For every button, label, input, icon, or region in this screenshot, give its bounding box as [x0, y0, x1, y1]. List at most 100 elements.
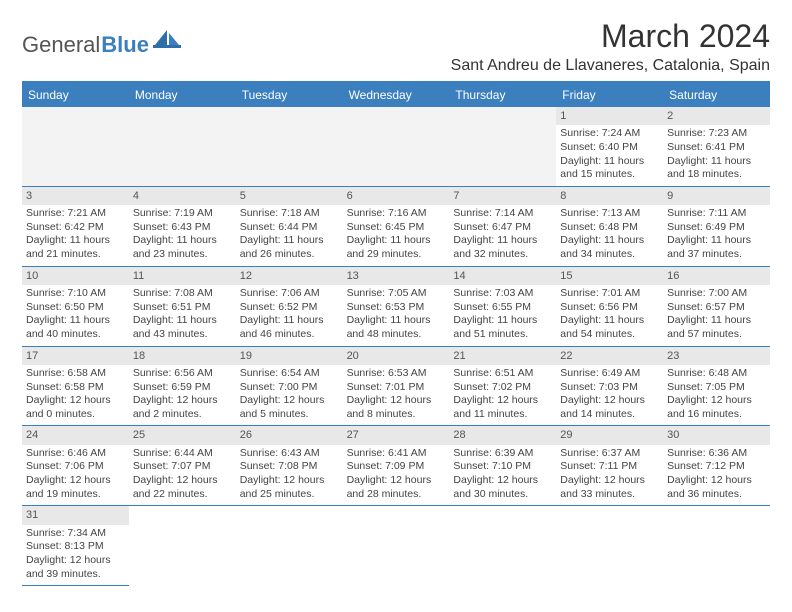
calendar-cell: 13Sunrise: 7:05 AMSunset: 6:53 PMDayligh… — [343, 267, 450, 347]
sunset-text: Sunset: 6:55 PM — [453, 301, 552, 315]
sunrise-text: Sunrise: 6:53 AM — [347, 367, 446, 381]
calendar-cell: 26Sunrise: 6:43 AMSunset: 7:08 PMDayligh… — [236, 426, 343, 506]
day-number: 29 — [556, 426, 663, 444]
sunset-text: Sunset: 6:50 PM — [26, 301, 125, 315]
daylight-text: Daylight: 12 hours and 39 minutes. — [26, 554, 125, 581]
sunset-text: Sunset: 7:06 PM — [26, 460, 125, 474]
sunrise-text: Sunrise: 6:36 AM — [667, 447, 766, 461]
sunrise-text: Sunrise: 6:58 AM — [26, 367, 125, 381]
day-number: 12 — [236, 267, 343, 285]
calendar-cell: 11Sunrise: 7:08 AMSunset: 6:51 PMDayligh… — [129, 267, 236, 347]
day-header: Sunday — [22, 83, 129, 107]
day-header: Friday — [556, 83, 663, 107]
sunrise-text: Sunrise: 6:44 AM — [133, 447, 232, 461]
sunset-text: Sunset: 8:13 PM — [26, 540, 125, 554]
daylight-text: Daylight: 11 hours and 43 minutes. — [133, 314, 232, 341]
day-number: 19 — [236, 347, 343, 365]
sunset-text: Sunset: 6:51 PM — [133, 301, 232, 315]
sunrise-text: Sunrise: 6:48 AM — [667, 367, 766, 381]
sunset-text: Sunset: 6:47 PM — [453, 221, 552, 235]
sail-icon — [153, 28, 181, 53]
calendar-cell: 21 Sunrise: 6:51 AMSunset: 7:02 PMDayligh… — [449, 347, 556, 427]
sunset-text: Sunset: 6:57 PM — [667, 301, 766, 315]
sunrise-text: Sunrise: 6:49 AM — [560, 367, 659, 381]
sunset-text: Sunset: 6:53 PM — [347, 301, 446, 315]
calendar-cell: 29Sunrise: 6:37 AMSunset: 7:11 PMDayligh… — [556, 426, 663, 506]
daylight-text: Daylight: 12 hours and 36 minutes. — [667, 474, 766, 501]
daylight-text: Daylight: 11 hours and 26 minutes. — [240, 234, 339, 261]
sunrise-text: Sunrise: 7:05 AM — [347, 287, 446, 301]
sunset-text: Sunset: 6:59 PM — [133, 381, 232, 395]
sunrise-text: Sunrise: 7:19 AM — [133, 207, 232, 221]
sunset-text: Sunset: 6:44 PM — [240, 221, 339, 235]
sunrise-text: Sunrise: 7:23 AM — [667, 127, 766, 141]
daylight-text: Daylight: 11 hours and 21 minutes. — [26, 234, 125, 261]
sunrise-text: Sunrise: 6:37 AM — [560, 447, 659, 461]
calendar-cell: 10Sunrise: 7:10 AMSunset: 6:50 PMDayligh… — [22, 267, 129, 347]
sunset-text: Sunset: 7:09 PM — [347, 460, 446, 474]
sunset-text: Sunset: 7:07 PM — [133, 460, 232, 474]
daylight-text: Daylight: 12 hours and 16 minutes. — [667, 394, 766, 421]
header: General Blue March 2024 Sant Andreu de L… — [22, 18, 770, 75]
sunrise-text: Sunrise: 7:03 AM — [453, 287, 552, 301]
day-number: 31 — [22, 506, 129, 524]
day-number: 17 — [22, 347, 129, 365]
daylight-text: Daylight: 12 hours and 28 minutes. — [347, 474, 446, 501]
calendar-cell: 19 Sunrise: 6:54 AMSunset: 7:00 PMDayligh… — [236, 347, 343, 427]
sunrise-text: Sunrise: 7:00 AM — [667, 287, 766, 301]
sunrise-text: Sunrise: 6:46 AM — [26, 447, 125, 461]
calendar-cell-empty — [22, 107, 129, 187]
calendar-cell: 12Sunrise: 7:06 AMSunset: 6:52 PMDayligh… — [236, 267, 343, 347]
daylight-text: Daylight: 12 hours and 14 minutes. — [560, 394, 659, 421]
sunset-text: Sunset: 7:02 PM — [453, 381, 552, 395]
daylight-text: Daylight: 12 hours and 5 minutes. — [240, 394, 339, 421]
daylight-text: Daylight: 11 hours and 57 minutes. — [667, 314, 766, 341]
day-number: 24 — [22, 426, 129, 444]
day-number: 16 — [663, 267, 770, 285]
sunrise-text: Sunrise: 6:39 AM — [453, 447, 552, 461]
day-number: 11 — [129, 267, 236, 285]
day-number: 23 — [663, 347, 770, 365]
day-header: Tuesday — [236, 83, 343, 107]
sunrise-text: Sunrise: 7:06 AM — [240, 287, 339, 301]
daylight-text: Daylight: 11 hours and 54 minutes. — [560, 314, 659, 341]
daylight-text: Daylight: 12 hours and 11 minutes. — [453, 394, 552, 421]
sunrise-text: Sunrise: 7:01 AM — [560, 287, 659, 301]
day-number: 5 — [236, 187, 343, 205]
sunset-text: Sunset: 7:08 PM — [240, 460, 339, 474]
daylight-text: Daylight: 11 hours and 15 minutes. — [560, 155, 659, 182]
calendar-cell-empty — [449, 107, 556, 187]
sunrise-text: Sunrise: 6:56 AM — [133, 367, 232, 381]
day-header: Monday — [129, 83, 236, 107]
day-number: 21 — [449, 347, 556, 365]
day-header: Wednesday — [343, 83, 450, 107]
sunset-text: Sunset: 7:00 PM — [240, 381, 339, 395]
calendar-cell: 25Sunrise: 6:44 AMSunset: 7:07 PMDayligh… — [129, 426, 236, 506]
day-number: 14 — [449, 267, 556, 285]
daylight-text: Daylight: 11 hours and 18 minutes. — [667, 155, 766, 182]
calendar-cell-empty — [129, 107, 236, 187]
daylight-text: Daylight: 11 hours and 34 minutes. — [560, 234, 659, 261]
calendar-cell: 14Sunrise: 7:03 AMSunset: 6:55 PMDayligh… — [449, 267, 556, 347]
sunset-text: Sunset: 6:43 PM — [133, 221, 232, 235]
sunset-text: Sunset: 7:05 PM — [667, 381, 766, 395]
sunrise-text: Sunrise: 7:14 AM — [453, 207, 552, 221]
calendar-cell: 1Sunrise: 7:24 AMSunset: 6:40 PMDaylight… — [556, 107, 663, 187]
daylight-text: Daylight: 11 hours and 37 minutes. — [667, 234, 766, 261]
day-number: 6 — [343, 187, 450, 205]
daylight-text: Daylight: 12 hours and 19 minutes. — [26, 474, 125, 501]
sunrise-text: Sunrise: 6:51 AM — [453, 367, 552, 381]
calendar-cell: 17 Sunrise: 6:58 AMSunset: 6:58 PMDayligh… — [22, 347, 129, 427]
sunrise-text: Sunrise: 7:10 AM — [26, 287, 125, 301]
daylight-text: Daylight: 12 hours and 0 minutes. — [26, 394, 125, 421]
day-number: 1 — [556, 107, 663, 125]
daylight-text: Daylight: 11 hours and 48 minutes. — [347, 314, 446, 341]
day-number: 3 — [22, 187, 129, 205]
daylight-text: Daylight: 12 hours and 30 minutes. — [453, 474, 552, 501]
sunrise-text: Sunrise: 6:54 AM — [240, 367, 339, 381]
sunset-text: Sunset: 6:58 PM — [26, 381, 125, 395]
sunset-text: Sunset: 6:48 PM — [560, 221, 659, 235]
sunrise-text: Sunrise: 7:34 AM — [26, 527, 125, 541]
sunset-text: Sunset: 7:11 PM — [560, 460, 659, 474]
calendar-cell: 9Sunrise: 7:11 AMSunset: 6:49 PMDaylight… — [663, 187, 770, 267]
